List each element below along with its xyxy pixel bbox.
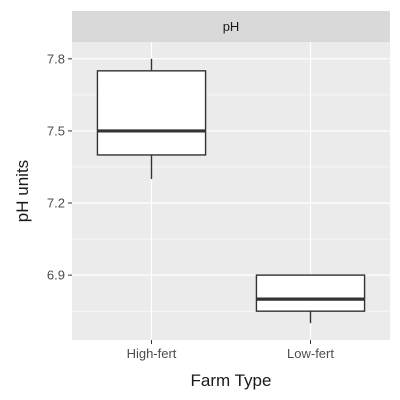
x-axis: High-fert Low-fert (127, 340, 334, 361)
y-axis: 6.9 7.2 7.5 7.8 (47, 51, 72, 283)
x-tick-label: High-fert (127, 346, 177, 361)
y-tick-label: 7.8 (47, 51, 65, 66)
y-axis-title: pH units (13, 160, 32, 222)
facet-strip (72, 11, 390, 42)
box-iqr (96, 70, 207, 156)
boxplot-high-fert (96, 58, 207, 179)
boxplot-low-fert (255, 274, 366, 324)
y-tick-label: 7.5 (47, 123, 65, 138)
facet-strip-label: pH (223, 19, 240, 34)
x-axis-title: Farm Type (191, 371, 272, 390)
box-iqr (255, 274, 366, 312)
y-tick-label: 6.9 (47, 268, 65, 283)
y-tick-label: 7.2 (47, 196, 65, 211)
x-tick-label: Low-fert (287, 346, 334, 361)
boxplots (96, 58, 366, 324)
